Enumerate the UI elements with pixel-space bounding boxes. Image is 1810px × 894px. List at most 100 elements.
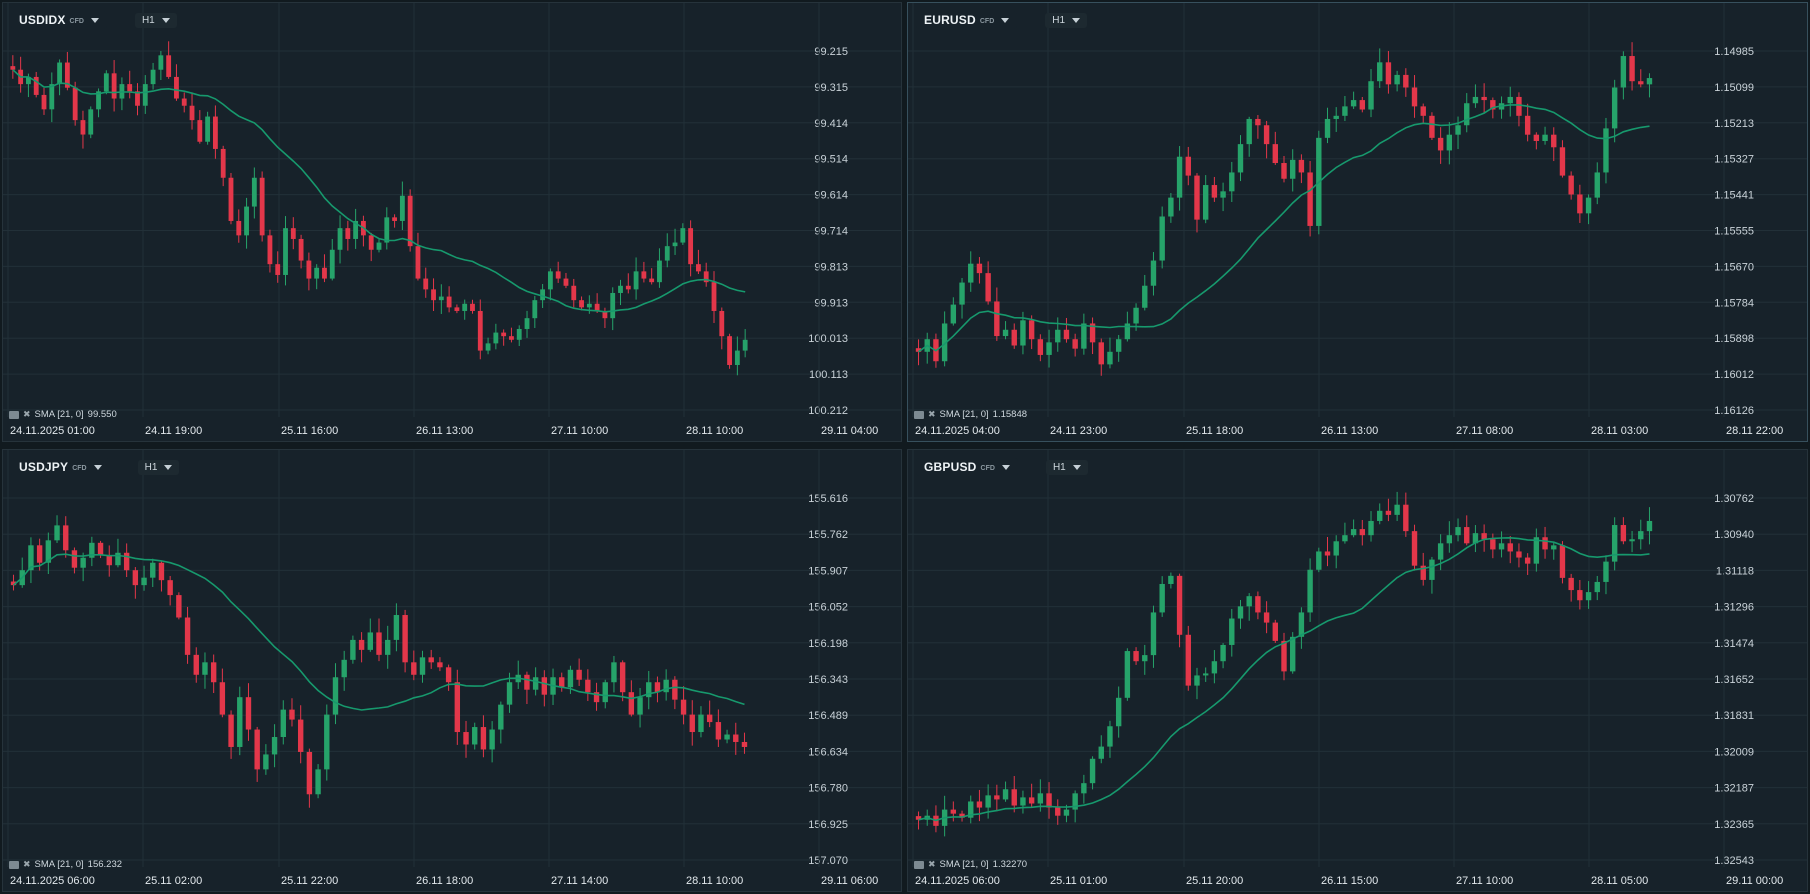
candle-body [711,282,717,311]
candle-body [80,557,86,568]
candle-body [158,55,164,70]
candle-body [1516,96,1522,116]
chart-small-icon[interactable] [914,410,924,419]
indicator-legend: ✖ SMA [21, 0] 1.32270 [914,859,1027,870]
timeframe-selector[interactable]: H1 [1045,12,1088,28]
candle-body [1037,793,1044,804]
timeframe-selector[interactable]: H1 [134,12,177,28]
symbol-selector[interactable]: USDIDX CFD [11,11,107,29]
candle-body [174,76,179,99]
chart-small-icon[interactable] [914,860,924,869]
candle-body [593,692,600,703]
indicator-value: 1.32270 [992,859,1028,870]
candle-body [649,278,655,283]
x-tick-label: 26.11 13:00 [1321,425,1378,437]
candle-body [33,76,39,95]
chart-panel-usdjpy[interactable]: 157.070 156.925 156.780 156.634 156.489 156.3… [2,449,902,892]
chart-canvas[interactable]: 1.32543 1.32365 1.32187 1.32009 1.31831 1.316… [908,450,1808,892]
candle-body [280,709,286,738]
candle-body [1403,504,1409,532]
x-tick-label: 27.11 10:00 [551,425,608,437]
candle-body [976,801,983,808]
chart-canvas[interactable]: 100.212 100.113 100.013 99.913 99.813 99.714 9… [3,3,902,442]
timeframe-selector[interactable]: H1 [1045,459,1088,475]
y-tick-label: 99.315 [814,82,848,94]
candle-body [1385,62,1392,85]
candle-body [1220,191,1226,198]
symbol-selector[interactable]: EURUSD CFD [916,11,1018,29]
chart-small-icon[interactable] [9,410,19,419]
candle-body [724,734,730,740]
chart-panel-usdidx[interactable]: 100.212 100.113 100.013 99.913 99.813 99.714 9… [2,2,902,442]
close-icon[interactable]: ✖ [23,409,31,419]
close-icon[interactable]: ✖ [928,859,936,869]
candle-body [106,555,112,566]
candle-body [1594,172,1600,198]
candle-body [41,94,47,110]
candle-body [1194,675,1200,686]
chart-panel-gbpusd[interactable]: 1.32543 1.32365 1.32187 1.32009 1.31831 1.316… [907,449,1808,892]
candle-body [625,285,631,290]
candle-body [994,301,1000,337]
candle-body [1107,351,1113,365]
x-tick-label: 26.11 13:00 [416,425,473,437]
candle-body [633,271,639,290]
candle-body [1037,339,1044,355]
candle-body [959,282,965,305]
candle-body [96,91,101,110]
candle-body [36,545,43,563]
candle-body [462,303,468,311]
candle-body [950,304,957,324]
candle-body [132,570,139,586]
timeframe-label: H1 [141,14,155,26]
candle-body [1142,655,1148,662]
close-icon[interactable]: ✖ [23,859,31,869]
candle-body [431,289,436,301]
close-icon[interactable]: ✖ [928,409,936,419]
candle-body [742,339,748,351]
candle-body [1098,746,1104,759]
candle-body [472,727,478,745]
candle-body [115,552,121,566]
chart-small-icon[interactable] [9,860,19,869]
symbol-selector[interactable]: USDJPY CFD [11,458,110,476]
x-tick-label: 25.11 16:00 [281,425,338,437]
chevron-down-icon [1001,17,1010,23]
candle-body [680,228,686,243]
candle-body [228,177,234,221]
candle-body [251,177,257,207]
candle-body [1081,323,1087,349]
candle-body [719,310,725,337]
candle-body [80,120,86,135]
candle-body [10,581,17,586]
candle-body [541,677,548,695]
symbol-selector[interactable]: GBPUSD CFD [916,458,1018,476]
candle-body [1455,125,1461,135]
chart-canvas[interactable]: 157.070 156.925 156.780 156.634 156.489 156.3… [3,450,902,892]
x-tick-label: 25.11 18:00 [1186,425,1243,437]
candle-body [1490,100,1496,110]
chart-panel-eurusd[interactable]: 1.16126 1.16012 1.15898 1.15784 1.15670 1.155… [907,2,1808,442]
candle-body [470,303,475,311]
candle-body [142,84,148,106]
candle-body [1202,185,1209,220]
candle-body [506,682,513,705]
x-tick-label: 29.11 06:00 [821,875,878,887]
candle-body [1202,673,1209,676]
candle-body [1011,329,1017,346]
chart-canvas[interactable]: 1.16126 1.16012 1.15898 1.15784 1.15670 1.155… [908,3,1808,442]
candle-body [283,228,288,275]
y-tick-label: 156.343 [808,674,848,686]
indicator-legend: ✖ SMA [21, 0] 1.15848 [914,409,1027,420]
sma-line [12,553,745,711]
y-tick-label: 1.16012 [1714,369,1754,381]
candle-body [493,332,499,344]
x-tick-label: 27.11 08:00 [1456,425,1513,437]
candle-body [193,654,199,675]
candle-body [688,228,694,265]
candle-body [407,195,413,247]
candle-body [1115,339,1122,352]
timeframe-selector[interactable]: H1 [137,459,180,475]
y-tick-label: 156.198 [808,638,848,650]
candle-body [968,263,974,283]
